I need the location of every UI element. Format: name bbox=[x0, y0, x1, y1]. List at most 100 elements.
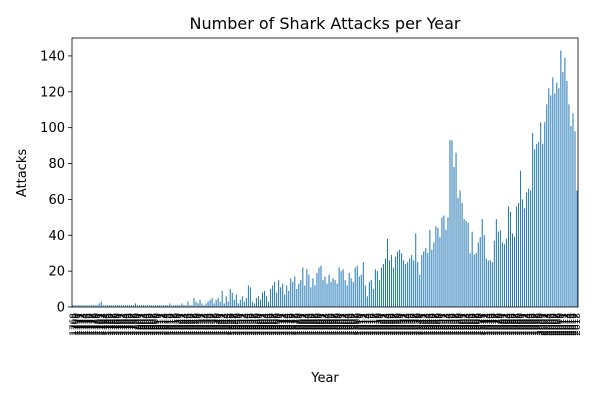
x-tick-label: 1825 bbox=[184, 313, 194, 336]
x-tick-label: 1813 bbox=[160, 313, 170, 336]
bar bbox=[509, 211, 511, 307]
x-tick-label: 1851 bbox=[236, 313, 246, 336]
bar bbox=[501, 242, 503, 307]
y-axis-label: Attacks bbox=[15, 149, 30, 198]
x-tick-label: 1889 bbox=[313, 313, 323, 336]
x-tick-label: 1967 bbox=[470, 313, 480, 336]
bar bbox=[511, 233, 513, 307]
bar bbox=[72, 305, 74, 307]
bar bbox=[447, 217, 449, 307]
x-tick-label: 1903 bbox=[341, 313, 351, 336]
x-tick-label: 1948 bbox=[432, 313, 442, 336]
bar bbox=[576, 190, 578, 307]
x-tick-label: 2001 bbox=[539, 313, 549, 336]
bar bbox=[106, 305, 108, 307]
x-tick-label: 1988 bbox=[513, 313, 523, 336]
x-tick-label: 1980 bbox=[496, 313, 506, 336]
bar bbox=[475, 253, 477, 307]
bar bbox=[411, 254, 413, 307]
x-tick-label: 1872 bbox=[279, 313, 289, 336]
bar bbox=[253, 303, 255, 307]
x-tick-label: 1944 bbox=[424, 313, 434, 336]
x-axis-label: Year bbox=[310, 371, 339, 386]
bar bbox=[499, 229, 501, 307]
x-tick-label: 1976 bbox=[488, 313, 498, 336]
x-tick-label: 1929 bbox=[394, 313, 404, 336]
x-tick-label: 1774 bbox=[81, 313, 91, 336]
x-tick-label: 1989 bbox=[515, 313, 525, 336]
x-tick-label: 1934 bbox=[404, 313, 414, 336]
x-tick-label: 2018 bbox=[573, 313, 583, 336]
bar bbox=[342, 269, 344, 307]
bar bbox=[118, 305, 120, 307]
x-tick-label: 1815 bbox=[164, 313, 174, 336]
bar bbox=[491, 262, 493, 307]
x-tick-label: 1932 bbox=[400, 313, 410, 336]
x-tick-label: 1924 bbox=[383, 313, 393, 336]
x-tick-label: 1843 bbox=[220, 313, 230, 336]
bar bbox=[399, 249, 401, 307]
bar bbox=[419, 274, 421, 307]
bar bbox=[548, 88, 550, 307]
bar bbox=[227, 301, 229, 307]
bar bbox=[435, 226, 437, 307]
bar bbox=[102, 305, 104, 307]
x-tick-label: 1777 bbox=[87, 313, 97, 336]
bar bbox=[211, 298, 213, 307]
bar bbox=[128, 305, 130, 307]
x-tick-label: 1997 bbox=[531, 313, 541, 336]
bar bbox=[98, 303, 100, 307]
bar bbox=[161, 305, 163, 307]
x-tick-label: 1861 bbox=[256, 313, 266, 336]
bar bbox=[215, 299, 217, 307]
bar bbox=[183, 305, 185, 307]
bar bbox=[126, 305, 128, 307]
x-tick-label: 1879 bbox=[293, 313, 303, 336]
bar bbox=[100, 301, 102, 307]
x-tick-label: 1812 bbox=[158, 313, 168, 336]
bar bbox=[431, 249, 433, 307]
x-tick-label: 1906 bbox=[347, 313, 357, 336]
x-tick-label: 1818 bbox=[170, 313, 180, 336]
bar bbox=[534, 149, 536, 307]
x-tick-label: 1919 bbox=[373, 313, 383, 336]
bar bbox=[205, 303, 207, 307]
x-tick-label: 1992 bbox=[521, 313, 531, 336]
bar bbox=[445, 229, 447, 307]
bar bbox=[376, 271, 378, 307]
x-tick-label: 1856 bbox=[246, 313, 256, 336]
x-tick-label: 1892 bbox=[319, 313, 329, 336]
x-tick-label: 2004 bbox=[545, 313, 555, 336]
x-tick-label: 1931 bbox=[398, 313, 408, 336]
bar bbox=[485, 258, 487, 307]
x-tick-label: 1868 bbox=[271, 313, 281, 336]
bar bbox=[96, 305, 98, 307]
x-tick-label: 1930 bbox=[396, 313, 406, 336]
x-tick-label: 1802 bbox=[138, 313, 148, 336]
bar bbox=[163, 305, 165, 307]
x-tick-label: 1998 bbox=[533, 313, 543, 336]
x-tick-label: 1963 bbox=[462, 313, 472, 336]
x-tick-label: 1786 bbox=[105, 313, 115, 336]
x-tick-label: 2016 bbox=[569, 313, 579, 336]
x-tick-label: 1981 bbox=[498, 313, 508, 336]
bar bbox=[336, 283, 338, 307]
x-tick-label: 1926 bbox=[388, 313, 398, 336]
x-tick-label: 1785 bbox=[103, 313, 113, 336]
bar bbox=[328, 274, 330, 307]
bar bbox=[443, 215, 445, 307]
x-tick-label: 1886 bbox=[307, 313, 317, 336]
bar bbox=[116, 305, 118, 307]
x-tick-label: 1850 bbox=[234, 313, 244, 336]
bar bbox=[532, 133, 534, 307]
x-tick-label: 1952 bbox=[440, 313, 450, 336]
x-tick-label: 1958 bbox=[452, 313, 462, 336]
x-tick-label: 1806 bbox=[146, 313, 156, 336]
x-tick-label: 1939 bbox=[414, 313, 424, 336]
x-tick-label: 1796 bbox=[125, 313, 135, 336]
bar bbox=[384, 258, 386, 307]
x-tick-label: 1827 bbox=[188, 313, 198, 336]
bar bbox=[171, 305, 173, 307]
x-tick-label: 1904 bbox=[343, 313, 353, 336]
x-tick-label: 1838 bbox=[210, 313, 220, 336]
